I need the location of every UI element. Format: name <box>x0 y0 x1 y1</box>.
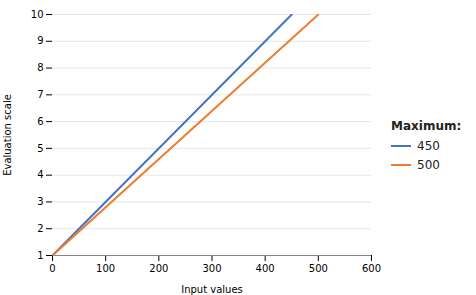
svg-text:2: 2 <box>37 223 43 234</box>
svg-text:100: 100 <box>96 263 115 274</box>
svg-text:6: 6 <box>37 116 43 127</box>
svg-text:400: 400 <box>256 263 275 274</box>
html-text:500: 500 <box>417 157 440 172</box>
html-text:450: 450 <box>417 138 440 153</box>
svg-text:5: 5 <box>37 143 43 154</box>
svg-text:1: 1 <box>37 250 43 261</box>
svg-text:Input values: Input values <box>181 284 243 295</box>
svg-text:0: 0 <box>49 263 55 274</box>
svg-text:3: 3 <box>37 196 43 207</box>
svg-text:9: 9 <box>37 35 43 46</box>
svg-text:600: 600 <box>362 263 381 274</box>
svg-text:4: 4 <box>37 169 43 180</box>
html-text:Maximum:: Maximum: <box>391 118 462 133</box>
svg-text:10: 10 <box>31 9 44 20</box>
svg-text:Evaluation scale: Evaluation scale <box>2 94 13 176</box>
svg-text:300: 300 <box>202 263 221 274</box>
svg-text:500: 500 <box>309 263 328 274</box>
svg-text:7: 7 <box>37 89 43 100</box>
svg-text:8: 8 <box>37 62 43 73</box>
svg-text:200: 200 <box>149 263 168 274</box>
